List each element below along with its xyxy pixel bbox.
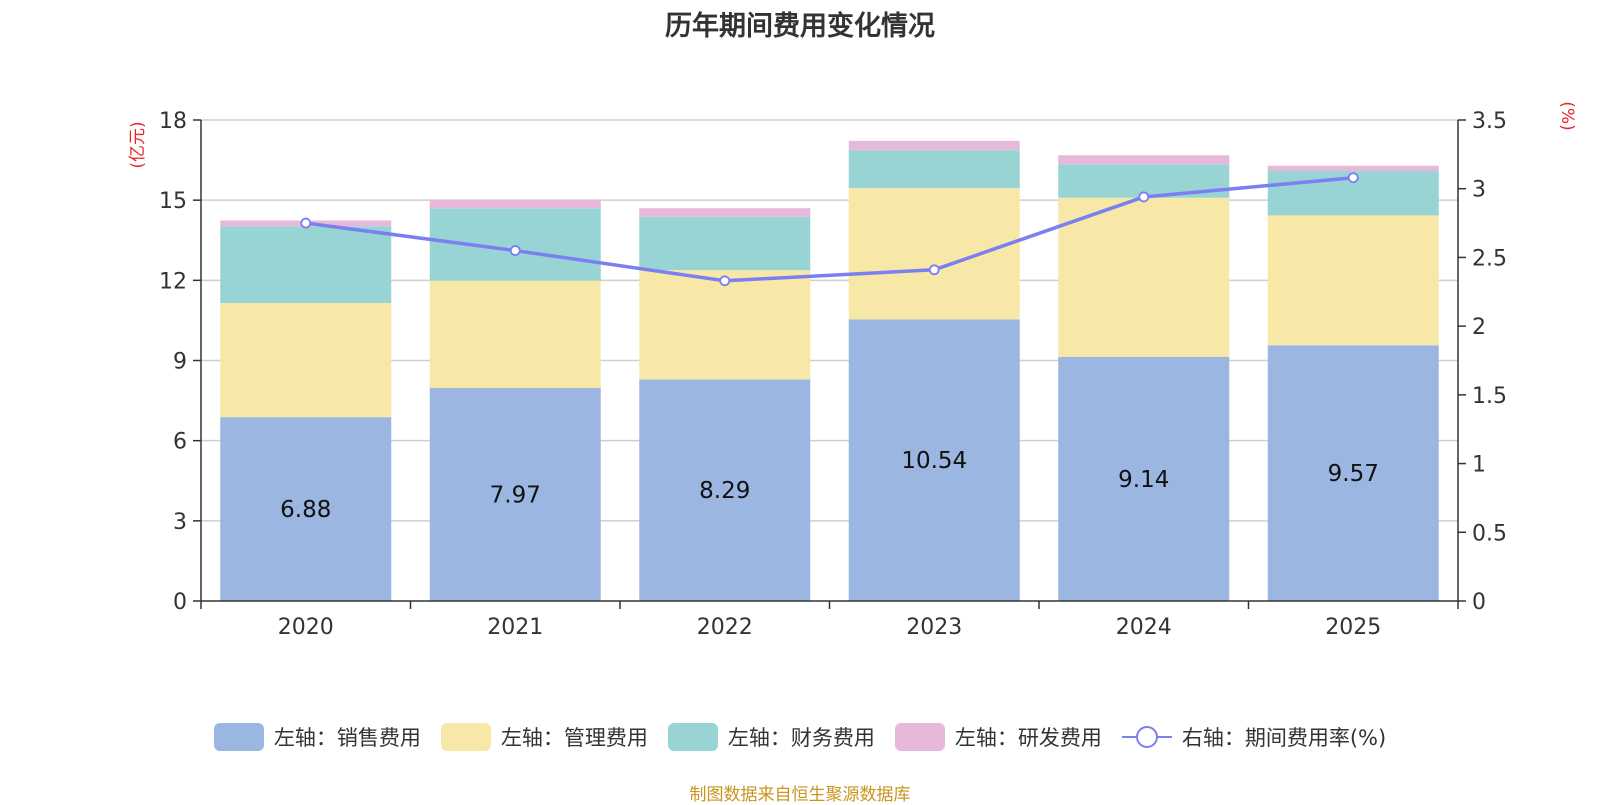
right-tick-label: 2 <box>1472 315 1486 340</box>
bar-data-label: 8.29 <box>699 478 750 504</box>
right-tick-label: 3 <box>1472 178 1486 203</box>
bar-rd-2025 <box>1267 165 1439 172</box>
chart-plot: 0 3 6 9 12 15 18 0 0.5 1 1.5 2 2.5 3 3.5 (亿元) (%) 6.88 7.9… <box>128 101 1577 640</box>
right-tick-label: 2.5 <box>1472 246 1507 271</box>
legend-item-admin[interactable]: 左轴：管理费用 <box>440 722 648 752</box>
legend-label-rd: 左轴：研发费用 <box>954 726 1102 750</box>
bar-data-label: 7.97 <box>490 483 541 509</box>
line-point <box>509 245 521 256</box>
bar-finance-2023 <box>848 150 1020 189</box>
legend-swatch-rd <box>894 723 945 751</box>
left-tick-label: 0 <box>173 590 187 615</box>
x-tick-label: 2023 <box>906 615 962 640</box>
bar-rd-2022 <box>639 208 811 217</box>
line-rate <box>305 175 1354 283</box>
bar-admin-2025 <box>1267 215 1439 346</box>
legend-swatch-sales <box>213 723 264 751</box>
line-point <box>1347 172 1359 184</box>
bar-sales-2023 <box>848 319 1020 601</box>
bar-finance-2020 <box>220 226 392 304</box>
right-tick-label: 1 <box>1472 453 1486 478</box>
source-note: 制图数据来自恒生聚源数据库 <box>689 785 911 805</box>
x-tick-label: 2021 <box>487 615 543 640</box>
x-tick-label: 2020 <box>278 615 334 640</box>
legend-label-admin: 左轴：管理费用 <box>500 726 648 750</box>
right-axis-label: (%) <box>1557 101 1577 130</box>
bar-sales-2020 <box>220 417 392 601</box>
bar-data-label: 9.57 <box>1328 461 1379 487</box>
x-tick-label: 2025 <box>1325 615 1381 640</box>
bar-rd-2024 <box>1058 155 1230 165</box>
bar-sales-2024 <box>1058 356 1230 601</box>
chart-title: 历年期间费用变化情况 <box>665 11 935 42</box>
line-point <box>928 264 940 276</box>
x-tick-label: 2024 <box>1116 615 1172 640</box>
bar-data-label: 6.88 <box>280 497 331 523</box>
line-point <box>719 275 731 287</box>
left-tick-label: 18 <box>159 109 187 134</box>
legend-item-rd[interactable]: 左轴：研发费用 <box>894 722 1102 752</box>
right-tick-label: 1.5 <box>1472 384 1507 409</box>
chart-legend: 左轴：销售费用 左轴：管理费用 左轴：财务费用 左轴：研发费用 右轴：期间费用率… <box>0 722 1600 752</box>
bar-admin-2021 <box>429 280 601 389</box>
bar-admin-2024 <box>1058 197 1230 357</box>
right-tick-label: 0 <box>1472 590 1486 615</box>
left-tick-label: 9 <box>173 350 187 375</box>
legend-swatch-finance <box>667 723 718 751</box>
legend-item-finance[interactable]: 左轴：财务费用 <box>667 722 875 752</box>
legend-swatch-admin <box>440 723 491 751</box>
bar-sales-2022 <box>639 379 811 601</box>
legend-label-sales: 左轴：销售费用 <box>273 726 421 750</box>
bar-data-label: 9.14 <box>1118 467 1169 493</box>
bar-rd-2021 <box>429 199 601 209</box>
left-tick-label: 12 <box>159 269 187 294</box>
x-tick-label: 2022 <box>697 615 753 640</box>
legend-label-finance: 左轴：财务费用 <box>727 726 875 750</box>
bar-admin-2022 <box>639 270 811 380</box>
legend-item-sales[interactable]: 左轴：销售费用 <box>213 722 421 752</box>
line-point <box>300 217 312 229</box>
legend-item-rate[interactable]: 右轴：期间费用率(%) <box>1121 722 1387 752</box>
bar-admin-2020 <box>220 303 392 418</box>
bar-data-label: 10.54 <box>901 448 967 474</box>
bar-admin-2023 <box>848 188 1020 320</box>
left-tick-label: 6 <box>173 430 187 455</box>
bar-sales-2025 <box>1267 345 1439 601</box>
bar-finance-2022 <box>639 216 811 271</box>
left-tick-label: 3 <box>173 510 187 535</box>
bar-rd-2023 <box>848 140 1020 151</box>
left-axis-label: (亿元) <box>128 121 148 168</box>
line-point <box>1138 191 1150 203</box>
bar-sales-2021 <box>429 388 601 601</box>
left-tick-label: 15 <box>159 189 187 214</box>
legend-line-icon <box>1121 726 1172 748</box>
right-tick-label: 3.5 <box>1472 109 1507 134</box>
right-tick-label: 0.5 <box>1472 521 1507 546</box>
legend-label-rate: 右轴：期间费用率(%) <box>1181 726 1387 750</box>
